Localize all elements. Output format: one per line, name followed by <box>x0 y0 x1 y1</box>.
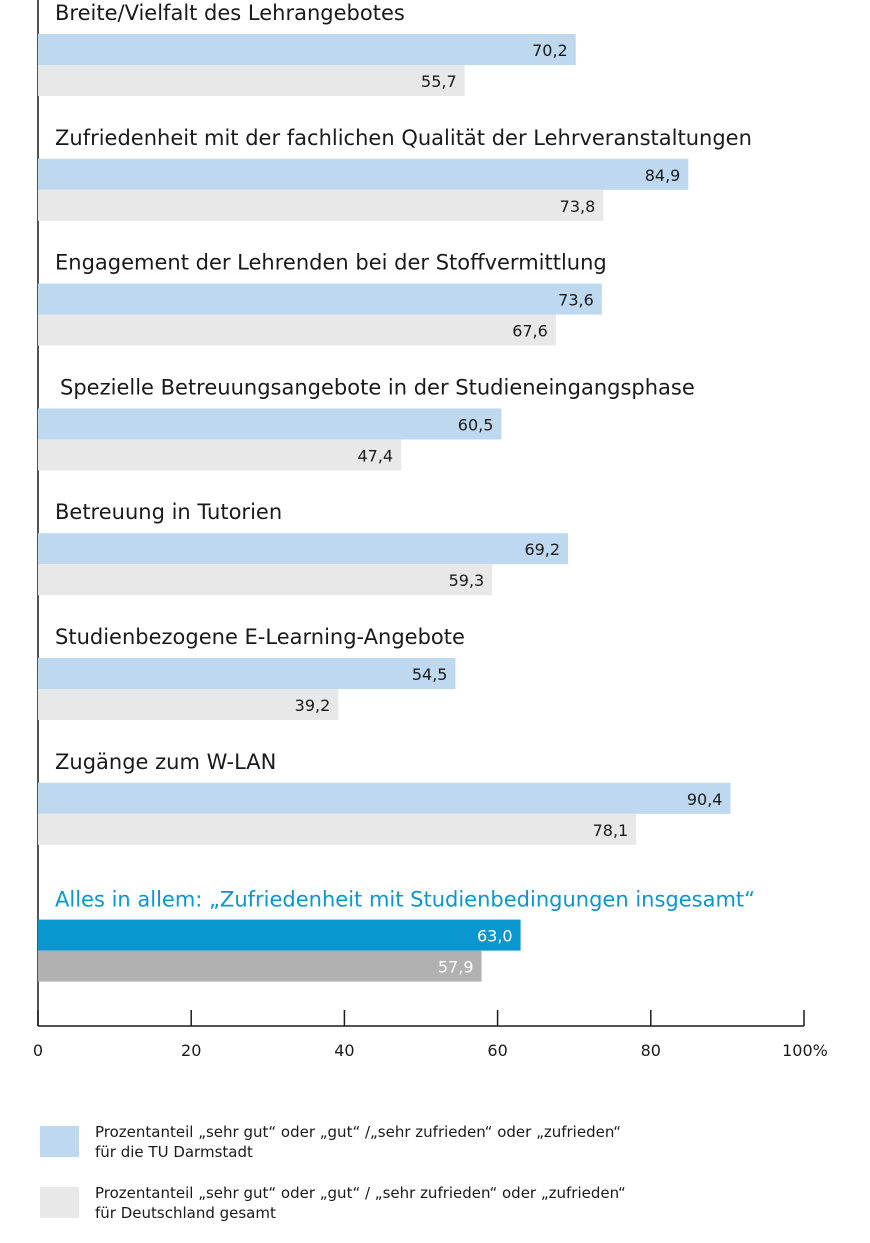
value-label: 70,2 <box>532 41 568 60</box>
value-label: 90,4 <box>687 790 723 809</box>
value-label: 55,7 <box>421 72 457 91</box>
x-tick-label: 0 <box>33 1041 43 1060</box>
legend-text-line: für Deutschland gesamt <box>95 1204 276 1222</box>
bar-tu-darmstadt <box>38 283 602 315</box>
value-label: 47,4 <box>357 446 393 465</box>
value-label: 84,9 <box>645 166 681 185</box>
category-label: Spezielle Betreuungsangebote in der Stud… <box>60 375 695 399</box>
bar-tu-darmstadt <box>38 533 569 565</box>
bar-deutschland <box>38 950 482 982</box>
bar-tu-darmstadt <box>38 34 576 65</box>
x-tick-label: 60 <box>487 1041 507 1060</box>
bar-deutschland <box>38 439 402 471</box>
value-label: 69,2 <box>524 540 560 559</box>
bar-deutschland <box>38 813 637 845</box>
category-label: Breite/Vielfalt des Lehrangebotes <box>55 1 405 25</box>
value-label: 39,2 <box>295 696 331 715</box>
category-label: Zugänge zum W-LAN <box>55 750 276 774</box>
value-label: 67,6 <box>512 322 548 341</box>
legend-text-line: Prozentanteil „sehr gut“ oder „gut“ /„se… <box>95 1123 622 1141</box>
value-label: 59,3 <box>449 571 485 590</box>
bar-tu-darmstadt <box>38 919 521 951</box>
legend-text-line: für die TU Darmstadt <box>95 1143 253 1161</box>
value-label: 78,1 <box>593 821 629 840</box>
bar-tu-darmstadt <box>38 782 731 814</box>
bar-deutschland <box>38 189 604 221</box>
category-label: Studienbezogene E-Learning-Angebote <box>55 625 465 649</box>
category-label: Alles in allem: „Zufriedenheit mit Studi… <box>55 888 755 912</box>
category-label: Zufriedenheit mit der fachlichen Qualitä… <box>55 126 752 150</box>
bar-tu-darmstadt <box>38 658 456 689</box>
bar-tu-darmstadt <box>38 158 689 190</box>
value-label: 73,6 <box>558 291 594 310</box>
legend-swatch-tu-darmstadt <box>40 1126 79 1157</box>
legend-item-deutschland: Prozentanteil „sehr gut“ oder „gut“ / „s… <box>40 1183 840 1229</box>
bar-deutschland <box>38 689 339 720</box>
x-tick-label: 40 <box>334 1041 354 1060</box>
value-label: 63,0 <box>477 927 513 946</box>
legend-swatch-deutschland <box>40 1187 79 1218</box>
x-tick-label: 80 <box>641 1041 661 1060</box>
x-tick-label: 100% <box>782 1041 828 1060</box>
value-label: 73,8 <box>560 197 596 216</box>
bar-deutschland <box>38 314 556 346</box>
category-label: Betreuung in Tutorien <box>55 500 282 524</box>
bar-deutschland <box>38 564 493 596</box>
value-label: 60,5 <box>458 415 494 434</box>
legend-text-line: Prozentanteil „sehr gut“ oder „gut“ / „s… <box>95 1184 626 1202</box>
legend-item-tu-darmstadt: Prozentanteil „sehr gut“ oder „gut“ /„se… <box>40 1122 840 1168</box>
bar-tu-darmstadt <box>38 408 502 440</box>
value-label: 57,9 <box>438 958 474 977</box>
bar-deutschland <box>38 65 465 96</box>
x-tick-label: 20 <box>181 1041 201 1060</box>
category-label: Engagement der Lehrenden bei der Stoffve… <box>55 251 607 275</box>
value-label: 54,5 <box>412 665 448 684</box>
